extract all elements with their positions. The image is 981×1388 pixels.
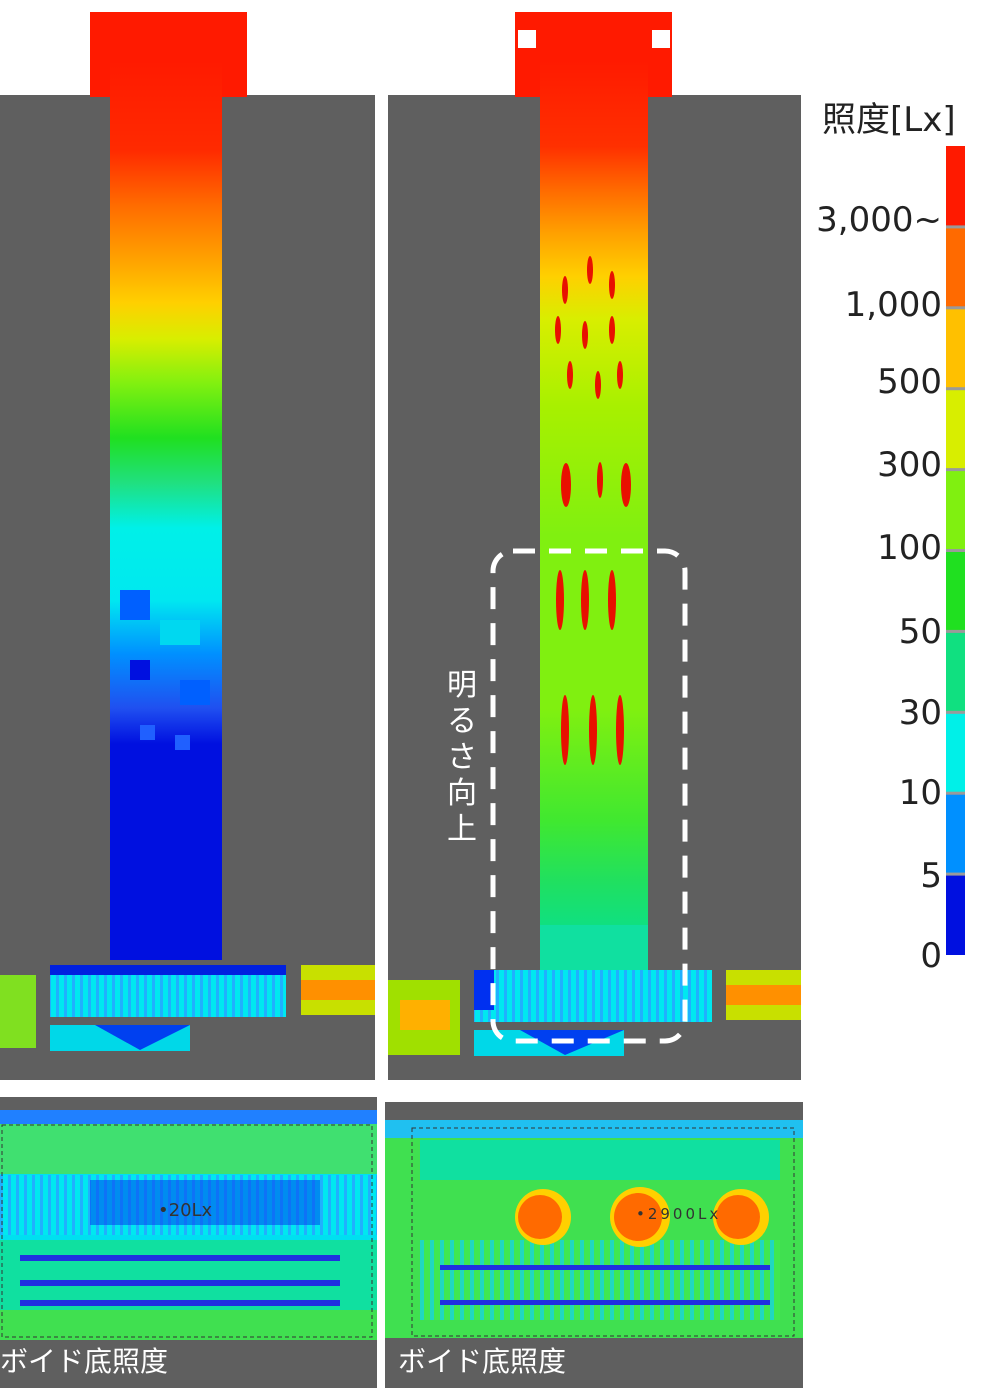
legend-swatch: [946, 226, 965, 308]
light-spots: [555, 256, 631, 765]
section-after: [388, 12, 801, 1080]
before-caption: ボイド底照度: [0, 1345, 169, 1378]
legend-swatch: [946, 793, 965, 875]
light-wells: [515, 1187, 769, 1247]
section-before: [0, 12, 375, 1080]
legend-swatch: [946, 550, 965, 632]
legend-colorbar: [946, 146, 965, 955]
legend-swatch: [946, 712, 965, 794]
legend-tick-label: 300: [877, 445, 942, 485]
legend-swatch: [946, 146, 965, 227]
legend-tick-label: 30: [898, 693, 942, 733]
legend-title: 照度[Lx]: [822, 100, 956, 140]
plan-before: [0, 1097, 377, 1388]
legend-tick-label: 5: [920, 856, 942, 896]
after-point-label: •2900Lx: [636, 1205, 722, 1223]
legend-swatch: [946, 874, 965, 955]
before-point-label: •20Lx: [158, 1200, 213, 1221]
legend-swatch: [946, 307, 965, 389]
legend-tick-label: 50: [898, 612, 942, 652]
legend-swatch: [946, 388, 965, 470]
after-caption: ボイド底照度: [398, 1345, 567, 1378]
legend-tick-label: 100: [877, 528, 942, 568]
legend-tick-label: 10: [898, 773, 942, 813]
legend-swatch: [946, 631, 965, 713]
legend-swatch: [946, 469, 965, 551]
legend-tick-label: 3,000~: [816, 200, 942, 240]
legend-tick-label: 1,000: [844, 285, 942, 325]
legend-tick-label: 500: [877, 362, 942, 402]
brightness-callout: 明るさ向上: [447, 668, 477, 847]
plan-after: [385, 1102, 803, 1388]
legend-tick-label: 0: [920, 936, 942, 976]
